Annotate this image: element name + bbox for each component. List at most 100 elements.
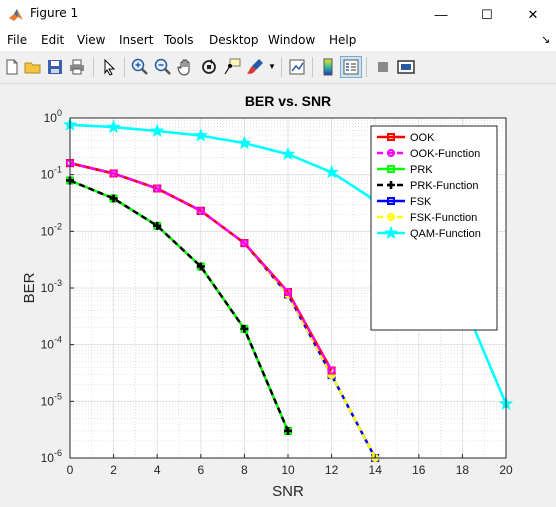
- x-tick-label: 0: [67, 463, 74, 477]
- pentagram-marker: [150, 123, 165, 137]
- brush-icon[interactable]: [245, 57, 265, 77]
- x-tick-label: 16: [412, 463, 426, 477]
- show-plot-tools-icon[interactable]: [396, 57, 416, 77]
- menu-file[interactable]: File: [7, 33, 28, 47]
- x-tick-label: 10: [281, 463, 295, 477]
- legend-label: FSK-Function: [410, 212, 477, 224]
- pentagram-marker: [280, 146, 296, 161]
- menu-help[interactable]: Help: [329, 33, 357, 47]
- zoom-in-icon[interactable]: [130, 57, 150, 77]
- pentagram-marker: [193, 128, 208, 142]
- x-tick-label: 20: [499, 463, 513, 477]
- series-line: [69, 179, 290, 432]
- pentagram-marker: [383, 225, 399, 240]
- circle-marker: [196, 206, 205, 215]
- legend-label: FSK: [410, 196, 432, 208]
- pointer-icon[interactable]: [99, 57, 119, 77]
- zoom-out-icon[interactable]: [153, 57, 173, 77]
- colorbar-icon[interactable]: [318, 57, 338, 77]
- pentagram-marker: [324, 164, 339, 179]
- brush-dropdown-icon[interactable]: ▼: [268, 62, 276, 71]
- print-icon[interactable]: [67, 57, 87, 77]
- legend-icon[interactable]: [340, 56, 362, 78]
- legend-entry[interactable]: OOK: [377, 132, 435, 144]
- menu-tools[interactable]: Tools: [164, 33, 194, 47]
- open-file-icon[interactable]: [23, 57, 43, 77]
- square-marker: [387, 133, 395, 141]
- dock-arrow-icon[interactable]: ↘: [541, 33, 551, 46]
- pentagram-marker: [237, 135, 252, 150]
- circle-marker: [387, 149, 395, 157]
- legend[interactable]: OOK OOK-Function PRK PRK-Function FSK FSK-Fun…: [370, 125, 498, 331]
- y-axis-label: BER: [21, 272, 38, 303]
- square-marker: [387, 165, 395, 173]
- window-title-bar: Figure 1 — ☐ ✕: [0, 0, 556, 29]
- y-tick-label: 10-2: [41, 221, 62, 238]
- maximize-icon: ☐: [481, 6, 493, 22]
- chart-title: BER vs. SNR: [245, 93, 331, 109]
- y-tick-label: 10-3: [41, 278, 62, 295]
- plus-marker: [109, 194, 118, 203]
- plus-marker: [284, 426, 292, 435]
- pan-hand-icon[interactable]: [176, 57, 196, 77]
- x-tick-label: 18: [456, 463, 470, 477]
- save-icon[interactable]: [45, 57, 65, 77]
- maximize-button[interactable]: ☐: [464, 0, 510, 29]
- new-figure-icon[interactable]: [2, 57, 22, 77]
- toolbar-separator: [93, 57, 94, 77]
- legend-label: PRK-Function: [410, 180, 478, 192]
- legend-entry[interactable]: FSK-Function: [377, 212, 477, 224]
- ber-snr-plot[interactable]: 0 2 4 6 8 10 12 14 16 18 20 10-6 10-5 10-4 10-3 10-2 10-…: [0, 84, 556, 502]
- menu-desktop[interactable]: Desktop: [209, 33, 259, 47]
- toolbar-separator: [312, 57, 313, 77]
- circle-marker: [327, 371, 336, 380]
- figure-area: 0 2 4 6 8 10 12 14 16 18 20 10-6 10-5 10-4 10-3 10-2 10-…: [0, 84, 556, 502]
- link-plot-icon[interactable]: [287, 57, 307, 77]
- square-marker: [387, 197, 395, 205]
- legend-entry[interactable]: OOK-Function: [377, 148, 480, 160]
- legend-label: OOK-Function: [410, 148, 480, 160]
- menu-edit[interactable]: Edit: [41, 33, 65, 47]
- x-tick-label: 2: [110, 463, 117, 477]
- menu-window[interactable]: Window: [268, 33, 316, 47]
- legend-label: OOK: [410, 132, 435, 144]
- x-tick-label: 8: [241, 463, 248, 477]
- circle-marker: [109, 169, 118, 178]
- menu-insert[interactable]: Insert: [119, 33, 154, 47]
- legend-entry[interactable]: PRK: [377, 164, 433, 176]
- plus-marker: [153, 221, 162, 230]
- legend-entry[interactable]: FSK: [377, 196, 432, 208]
- toolbar-separator: [281, 57, 282, 77]
- circle-marker: [153, 184, 162, 193]
- menu-view[interactable]: View: [77, 33, 106, 47]
- toolbar-separator: [124, 57, 125, 77]
- minimize-button[interactable]: —: [418, 0, 464, 29]
- x-axis-label: SNR: [272, 483, 304, 500]
- plus-marker: [240, 324, 249, 333]
- circle-marker: [327, 366, 336, 375]
- y-tick-label: 10-6: [41, 448, 62, 465]
- y-tick-label: 10-4: [41, 335, 62, 352]
- close-button[interactable]: ✕: [510, 0, 556, 29]
- legend-entry[interactable]: PRK-Function: [377, 180, 478, 192]
- rotate-3d-icon[interactable]: [199, 57, 219, 77]
- minimize-icon: —: [434, 7, 448, 22]
- y-tick-label: 10-1: [41, 165, 62, 182]
- pentagram-marker: [106, 119, 121, 134]
- plus-marker: [196, 262, 205, 271]
- legend-box: [370, 125, 498, 331]
- hide-plot-tools-icon[interactable]: [373, 57, 393, 77]
- figure-toolbar: ▼: [0, 51, 556, 84]
- data-cursor-icon[interactable]: [222, 57, 242, 77]
- x-tick-label: 6: [197, 463, 204, 477]
- window-title: Figure 1: [30, 6, 79, 20]
- x-tick-label: 14: [369, 463, 383, 477]
- series-line: [69, 161, 333, 372]
- plus-marker: [387, 181, 395, 189]
- series-ook-function: [66, 159, 336, 375]
- y-tick-label: 100: [44, 108, 62, 125]
- menu-bar: File Edit View Insert Tools Desktop Wind…: [0, 29, 556, 51]
- legend-entry[interactable]: QAM-Function: [377, 225, 481, 240]
- legend-label: PRK: [410, 164, 433, 176]
- y-tick-label: 10-5: [41, 391, 62, 408]
